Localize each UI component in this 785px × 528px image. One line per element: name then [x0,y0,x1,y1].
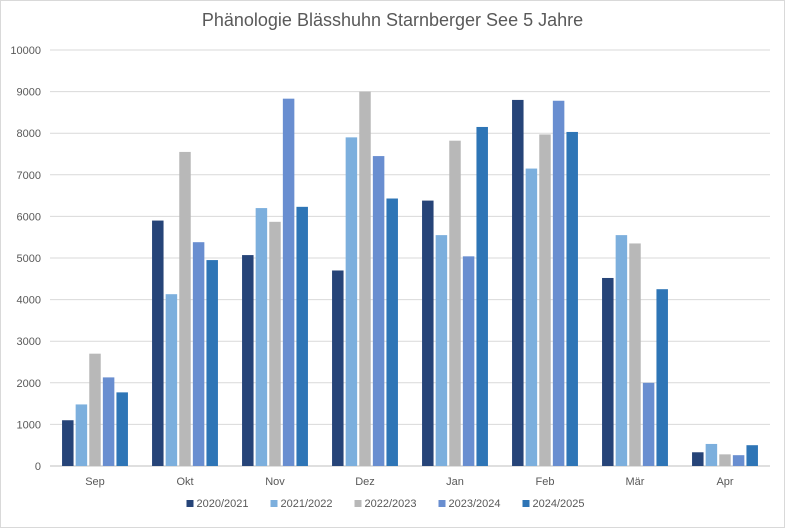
bar [602,277,614,466]
bar [566,131,578,466]
bar [692,452,704,466]
x-tick-label: Mär [626,476,645,488]
bar [345,137,358,467]
bar [242,255,254,466]
legend-label: 2020/2021 [197,498,249,510]
bar [192,242,205,466]
bar [75,404,88,466]
bar [705,443,718,466]
legend: 2020/2021 2021/2022 2022/2023 2023/2024 2024… [186,498,585,510]
legend-swatch [354,500,362,507]
bar [552,100,565,466]
x-tick-label: Jan [446,476,464,488]
bar [179,151,191,467]
y-tick-label: 8000 [17,128,41,140]
bar [462,256,475,466]
x-tick-label: Feb [536,476,555,488]
chart-title: Phänologie Blässhuhn Starnberger See 5 J… [201,10,584,30]
bars [62,91,758,467]
x-tick-label: Sep [85,476,105,488]
bar [449,140,461,466]
bar [296,206,308,466]
bar [206,260,218,466]
y-tick-label: 9000 [17,87,41,99]
x-tick-label: Nov [265,476,285,488]
bar [332,270,344,466]
bar [62,420,74,466]
legend-label: 2024/2025 [533,498,585,510]
bar [359,91,371,466]
legend-label: 2022/2023 [365,498,417,510]
bar [435,235,448,466]
y-tick-label: 5000 [17,253,41,265]
y-tick-label: 7000 [17,170,41,182]
x-tick-label: Okt [176,476,193,488]
bar [165,294,178,466]
bar [512,99,524,467]
bar [152,220,164,466]
x-tick-label: Dez [355,476,375,488]
bar [539,134,551,466]
y-tick-label: 6000 [17,211,41,223]
bar [476,126,488,467]
legend-label: 2023/2024 [449,498,501,510]
y-tick-label: 1000 [17,419,41,431]
bar [642,382,655,466]
bar [422,200,434,466]
x-axis-ticks: Sep Okt Nov Dez Jan Feb Mär Apr [85,476,734,488]
y-tick-label: 4000 [17,295,41,307]
bar [386,198,398,466]
bar [116,392,128,466]
x-tick-label: Apr [716,476,733,488]
bar [269,221,281,466]
legend-label: 2021/2022 [281,498,333,510]
bar [719,454,731,466]
bar [629,243,641,466]
bar [102,377,115,466]
legend-swatch [186,500,194,507]
legend-swatch [438,500,446,507]
bar [89,353,101,466]
legend-swatch [522,500,530,507]
bar [746,445,758,466]
y-axis-ticks: 0 1000 2000 3000 4000 5000 6000 7000 8000 9000 100… [10,45,41,473]
y-tick-label: 0 [35,461,41,473]
legend-swatch [270,500,278,507]
bar [615,235,628,466]
y-tick-label: 2000 [17,378,41,390]
bar [656,289,668,466]
y-tick-label: 10000 [10,45,41,57]
bar [255,208,268,466]
bar [372,156,385,466]
bar [732,455,745,466]
bar [525,168,538,466]
bar [282,98,295,467]
y-tick-label: 3000 [17,336,41,348]
